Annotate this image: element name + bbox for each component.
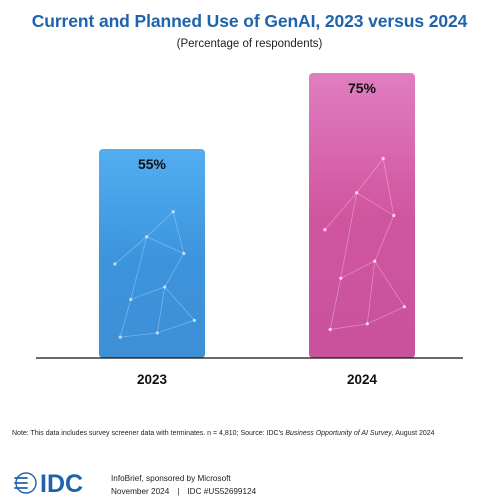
bar-chart: 55% 2023 75% 2024 xyxy=(36,73,463,387)
bar-texture-2024 xyxy=(323,156,406,332)
value-label-2024: 75% xyxy=(348,80,377,96)
footnote-suffix: , August 2024 xyxy=(391,430,435,437)
category-label-2024: 2024 xyxy=(347,372,378,387)
bar-2024 xyxy=(309,73,415,358)
category-label-2023: 2023 xyxy=(137,372,168,387)
footer-date: November 2024 xyxy=(111,487,170,496)
footer-sponsor-line: InfoBrief, sponsored by Microsoft xyxy=(111,474,231,483)
idc-logo-mark xyxy=(14,472,37,494)
footer-separator: | xyxy=(177,487,180,496)
footer-doc-id: IDC #US52699124 xyxy=(187,487,257,496)
idc-logo-text: IDC xyxy=(40,470,83,497)
footnote: Note: This data includes survey screener… xyxy=(12,430,492,437)
value-label-2023: 55% xyxy=(138,156,167,172)
footnote-source-title: Business Opportunity of AI Survey xyxy=(285,430,392,437)
chart-title: Current and Planned Use of GenAI, 2023 v… xyxy=(31,11,468,31)
bar-texture-2023 xyxy=(113,210,196,339)
footer-date-line: November 2024 | IDC #US52699124 xyxy=(111,485,256,498)
footer-info: InfoBrief, sponsored by Microsoft Novemb… xyxy=(111,472,256,498)
idc-logo: IDC xyxy=(14,470,83,497)
footnote-prefix: Note: This data includes survey screener… xyxy=(12,430,286,437)
bar-2023 xyxy=(99,149,205,358)
chart-subtitle: (Percentage of respondents) xyxy=(176,38,323,50)
